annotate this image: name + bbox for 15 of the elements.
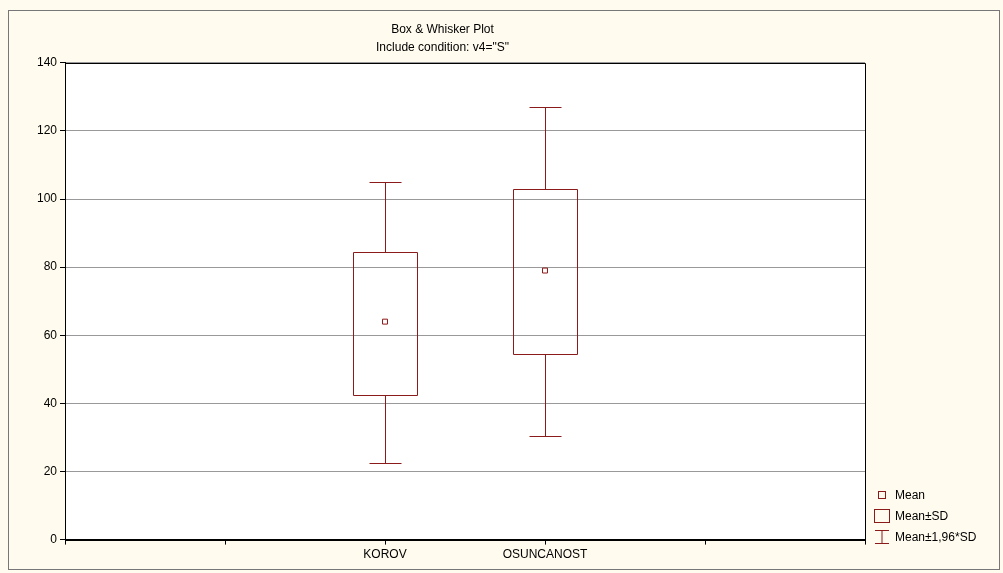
y-tick-label: 0 bbox=[50, 531, 58, 546]
y-tick-label: 80 bbox=[43, 259, 58, 274]
chart-title: Box & Whisker Plot bbox=[391, 21, 495, 36]
y-tick-label: 20 bbox=[43, 463, 58, 478]
text: Mean±SD bbox=[895, 508, 949, 523]
text: Mean±1,96*SD bbox=[895, 529, 977, 544]
y-tick-label: 120 bbox=[36, 123, 58, 138]
x-tick-label: OSUNCANOST bbox=[502, 547, 588, 562]
y-tick-label: 60 bbox=[43, 327, 58, 342]
y-tick-label: 100 bbox=[36, 191, 58, 206]
text: Mean bbox=[895, 487, 926, 502]
y-tick-label: 40 bbox=[43, 395, 58, 410]
y-tick-label: 140 bbox=[36, 55, 58, 70]
x-tick-label: KOROV bbox=[363, 547, 407, 562]
chart-subtitle: Include condition: v4="S" bbox=[376, 39, 509, 54]
